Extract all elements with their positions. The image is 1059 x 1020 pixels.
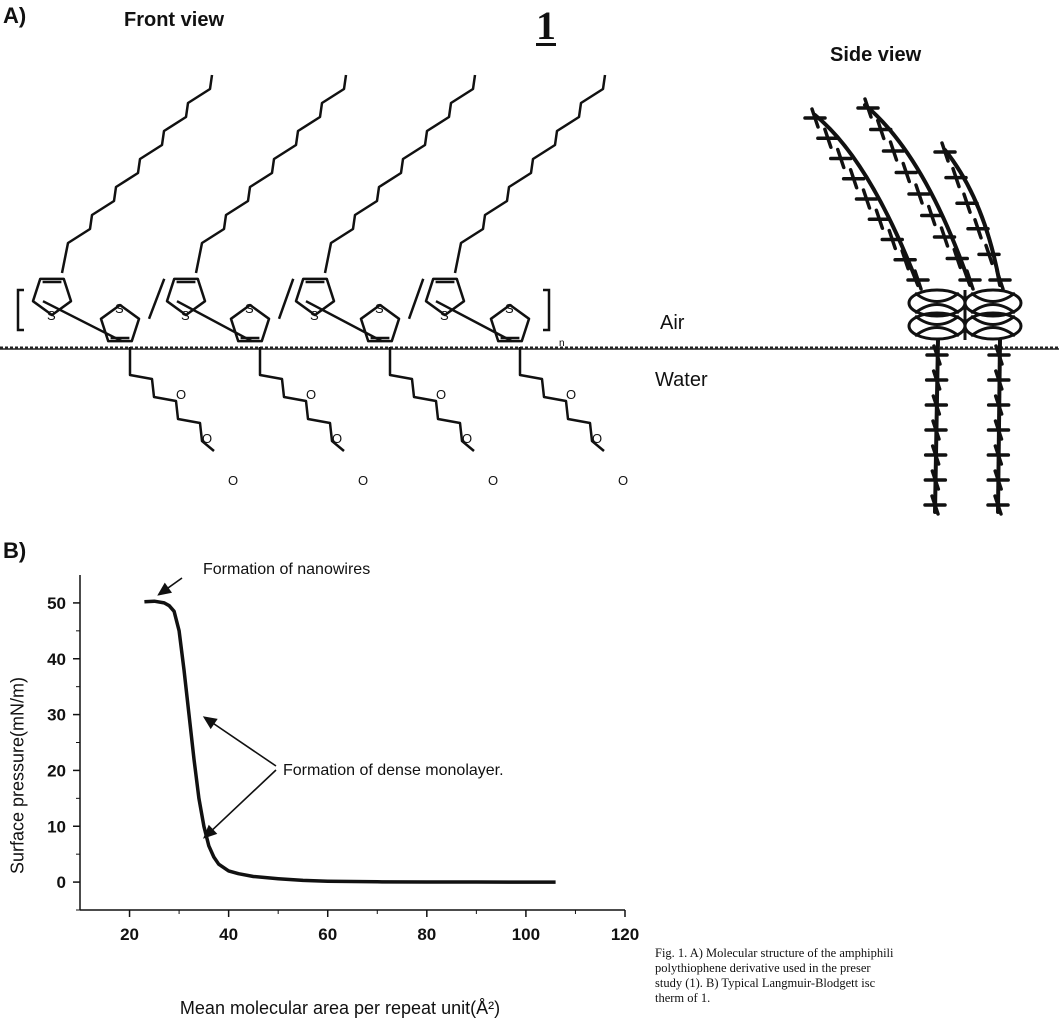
sulfur-atom: S — [47, 308, 56, 323]
y-tick-label: 0 — [57, 873, 66, 892]
glycol-chain — [128, 347, 215, 452]
y-axis-label: Surface pressure(mN/m) — [7, 676, 28, 875]
x-tick-label: 60 — [318, 925, 337, 944]
sulfur-atom: S — [310, 308, 319, 323]
sulfur-atom: S — [115, 301, 124, 316]
sulfur-atom: S — [245, 301, 254, 316]
x-tick-label: 40 — [219, 925, 238, 944]
compound-number: 1 — [536, 3, 556, 48]
x-tick-label: 80 — [417, 925, 436, 944]
x-tick-label: 120 — [611, 925, 639, 944]
x-tick-label: 20 — [120, 925, 139, 944]
alkyl-chain — [60, 74, 214, 274]
oligoether-side-chains: O O O O O O O O O O O O — [128, 347, 628, 488]
side-view-ring-stack — [907, 288, 1023, 341]
sulfur-atom: S — [375, 301, 384, 316]
alkyl-chain — [323, 74, 477, 274]
alkyl-chain — [194, 74, 348, 274]
x-tick-label: 100 — [512, 925, 540, 944]
panel-b-label: B) — [3, 538, 27, 563]
oxygen-atom: O — [176, 387, 186, 402]
isotherm-points — [144, 601, 556, 883]
glycol-chain — [388, 347, 475, 452]
oxygen-atom: O — [592, 431, 602, 446]
sulfur-atom: S — [505, 301, 514, 316]
panel-a-label: A) — [3, 3, 27, 28]
y-tick-label: 20 — [47, 761, 66, 780]
side-view-alkyl-chains — [813, 103, 1002, 287]
sulfur-atom: S — [440, 308, 449, 323]
glycol-chain — [258, 347, 345, 452]
y-tick-label: 40 — [47, 650, 66, 669]
repeat-subscript: n — [559, 338, 565, 349]
molecular-structure-diagram: n S S S S S S S S O O O O O O O O O O O O — [0, 74, 1059, 516]
side-view-title: Side view — [830, 44, 922, 66]
side-view-glycol-chains — [933, 338, 1002, 514]
y-axis-ticks: 0 10 20 30 40 50 — [47, 594, 80, 911]
oxygen-atom: O — [566, 387, 576, 402]
x-axis-label: Mean molecular area per repeat unit(Å²) — [179, 998, 501, 1018]
thiophene-ring — [165, 277, 207, 317]
y-tick-label: 30 — [47, 706, 66, 725]
alkyl-chain — [453, 74, 607, 274]
oxygen-atom: O — [358, 473, 368, 488]
left-bracket — [16, 288, 24, 332]
chart-axes — [79, 575, 625, 911]
annotation-nanowires: Formation of nanowires — [203, 561, 371, 578]
y-tick-label: 10 — [47, 817, 66, 836]
figure-caption: Fig. 1. A) Molecular structure of the am… — [655, 946, 894, 1005]
oxygen-atom: O — [228, 473, 238, 488]
isotherm-chart: 20 40 60 80 100 120 0 10 20 30 40 50 — [47, 575, 639, 944]
annotation-arrows — [157, 577, 277, 839]
thiophene-ring — [424, 277, 466, 317]
oxygen-atom: O — [332, 431, 342, 446]
oxygen-atom: O — [306, 387, 316, 402]
y-tick-label: 50 — [47, 594, 66, 613]
isotherm-curve — [144, 599, 556, 884]
oxygen-atom: O — [488, 473, 498, 488]
sulfur-atom: S — [181, 308, 190, 323]
air-label: Air — [660, 312, 685, 334]
thiophene-ring — [294, 277, 336, 317]
front-view-title: Front view — [124, 9, 225, 31]
water-label: Water — [655, 369, 708, 391]
oxygen-atom: O — [618, 473, 628, 488]
oxygen-atom: O — [202, 431, 212, 446]
thiophene-ring — [31, 277, 73, 317]
oxygen-atom: O — [436, 387, 446, 402]
oxygen-atom: O — [462, 431, 472, 446]
annotation-monolayer: Formation of dense monolayer. — [283, 762, 504, 779]
glycol-chain — [518, 347, 605, 452]
x-axis-ticks: 20 40 60 80 100 120 — [120, 910, 639, 944]
right-bracket — [543, 288, 551, 332]
alkyl-side-chains — [60, 74, 607, 274]
